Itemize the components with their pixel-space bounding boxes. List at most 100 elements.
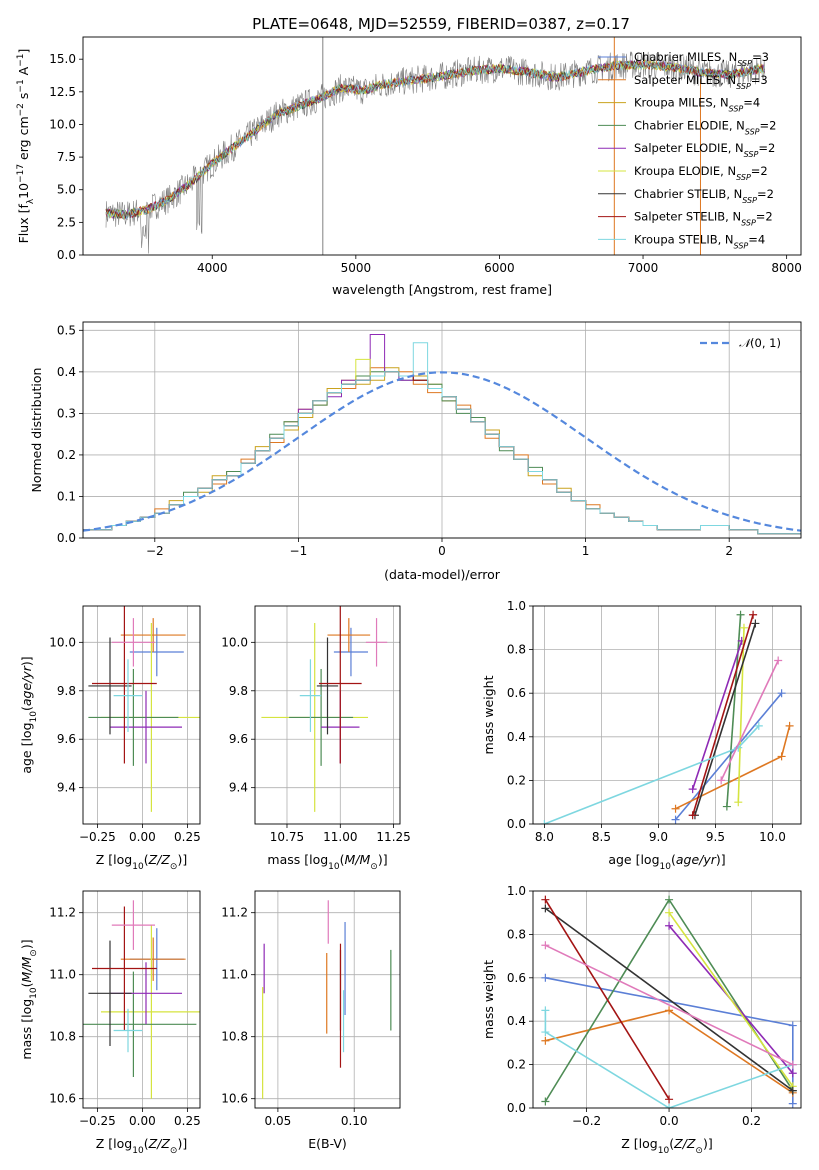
legend-value: =2 [751,164,768,178]
legend-value: =2 [757,187,774,201]
x-tick-label: 0.25 [174,830,201,844]
label-part: mass [log [19,999,34,1060]
y-tick-label: 9.4 [57,781,76,795]
y-tick-label: 15.0 [49,52,76,66]
label-part: ⊙ [695,1146,703,1156]
y-tick-label: 0.6 [507,686,526,700]
x-tick-label: 0.0 [660,1114,679,1128]
age-xlabel: age [log10(age/yr)] [608,852,725,872]
weight-marker [717,776,726,785]
label-part: ( [671,852,676,867]
label-part: age [log [19,722,34,773]
label-part: ⊙ [170,862,178,872]
age-vs-mass-axes: 10.75 11.00 11.25 9.4 9.6 9.8 10.0 mass [log10(… [221,605,411,872]
label-part: Z/Z [148,1136,171,1151]
y-tick-label: 0.8 [507,643,526,657]
legend-value: =4 [743,96,760,110]
label-part: ( [669,1136,674,1151]
x-tick-label: 2 [725,544,733,558]
label-part: )] [177,852,187,867]
y-tick-label: 9.6 [57,732,76,746]
legend-entry: Kroupa ELODIE, NSSP=2 [634,164,768,182]
axes-frame [532,605,802,825]
label-part: 10 [658,1146,670,1156]
label-part: 10 [660,862,672,872]
x-tick-label: 5000 [341,261,372,275]
label-part: 10 [16,183,31,199]
legend-value: =2 [756,210,773,224]
label-part: )] [19,939,34,949]
x-tick-label: 8000 [771,261,802,275]
legend-entry: Salpeter MILES, NSSP=3 [634,73,768,91]
weight-marker [541,904,550,913]
spectrum-lines [105,37,766,255]
y-tick-label: 0.4 [507,730,526,744]
weight-marker [788,1086,797,1095]
x-tick-label: 10.0 [759,830,786,844]
weight-marker [665,1095,674,1104]
y-tick-label: 11.2 [221,906,248,920]
label-part: ⊙ [29,949,39,957]
label-part: M/M [345,852,371,867]
weight-line [544,899,670,1100]
legend-value: =3 [752,50,769,64]
label-part: )] [177,1136,187,1151]
weight-ylabel: mass weight [481,675,496,754]
legend-sub: SSP [729,104,744,113]
weight-line [544,907,794,1092]
x-tick-label: 0.00 [129,1114,156,1128]
label-part: A [16,66,31,79]
label-part: Z [log [621,1136,657,1151]
weight-marker [751,619,760,628]
age-vs-Z-axes: −0.25 0.00 0.259.49.69.810.0Z [log10(Z/Z⊙)… [19,605,201,872]
spectrum-data-line [105,51,766,254]
legend-entry: Salpeter STELIB, NSSP=2 [634,210,773,228]
label-part: 10 [132,862,144,872]
weight-line [726,614,742,807]
histogram-step [83,342,801,538]
axes-frame [82,890,201,1109]
legend-name: Kroupa MILES, N [634,96,729,110]
weight-vs-age-axes: 8.0 8.5 9.0 9.5 10.0 0.0 0.2 0.4 0.6 0.8 1.0 mass w… [481,599,802,872]
x-tick-label: 0.05 [265,1114,292,1128]
x-tick-label: 11.25 [376,830,410,844]
y-tick-label: 0.5 [57,323,76,337]
z-xlabel: Z [log10(Z/Z⊙)] [96,1136,187,1156]
weight-marker [736,610,745,619]
label-part: ⊙ [370,862,378,872]
axes-frame [254,890,401,1109]
legend-value: =2 [758,141,775,155]
x-tick-label: −2 [146,544,164,558]
weight-marker [671,804,680,813]
spectrum-ylabel: Flux [fλ10−17 erg cm−2 s−1 A−1] [16,49,36,244]
weight-marker [665,1006,674,1015]
y-tick-label: 9.8 [57,684,76,698]
weight-marker [785,721,794,730]
weight-line [691,614,754,816]
weight-line [544,1010,794,1108]
legend-name: Salpeter ELODIE, N [634,141,744,155]
legend-value: =4 [748,232,765,246]
x-tick-label: 6000 [484,261,515,275]
label-part: Z [log [96,852,132,867]
gaussian-curve [83,371,801,532]
hist-xlabel: (data-model)/error [384,567,501,582]
y-tick-label: 0.0 [57,531,76,545]
spectrum-axes: 4000 5000 6000 7000 8000 0.0 2.5 5.0 7.5 10.0 12.5… [16,36,802,297]
label-part: 10 [29,711,39,723]
label-part: λ [26,198,36,204]
gaussian-legend-label: 𝒩(0, 1) [739,336,781,350]
legend-sub: SSP [741,218,756,227]
weight-marker [541,1028,550,1037]
legend-entry: Kroupa STELIB, NSSP=4 [634,232,765,250]
weight-marker [754,721,763,730]
label-part: erg cm [16,116,31,164]
legend-name: Kroupa ELODIE, N [634,164,736,178]
legend-sub: SSP [742,195,757,204]
errorbars [83,900,200,1099]
label-part: age/yr [19,665,34,706]
label-part: s [16,93,31,104]
figure-title: PLATE=0648, MJD=52559, FIBERID=0387, z=0… [252,15,630,33]
ebv-xlabel: E(B-V) [308,1136,347,1151]
